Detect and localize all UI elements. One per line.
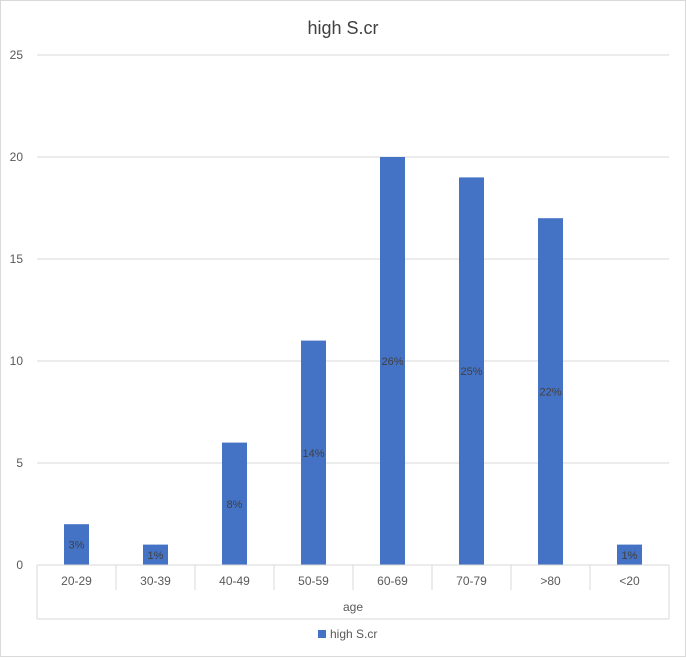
bar <box>380 157 405 565</box>
x-tick-label: <20 <box>619 574 640 588</box>
x-tick-label: 50-59 <box>298 574 329 588</box>
legend-label: high S.cr <box>330 627 377 641</box>
x-tick-label: >80 <box>540 574 561 588</box>
y-tick-label: 5 <box>16 456 23 470</box>
x-tick-label: 30-39 <box>140 574 171 588</box>
x-axis: 20-29 30-39 40-49 50-59 60-69 70-79 >80 <20 <box>36 564 670 620</box>
data-label: 8% <box>227 499 243 511</box>
bar <box>64 524 89 565</box>
bar <box>617 544 642 565</box>
bar <box>222 442 247 565</box>
y-tick-label: 20 <box>10 150 24 164</box>
bar <box>301 340 326 565</box>
x-tick-label: 60-69 <box>377 574 408 588</box>
bars <box>64 157 642 565</box>
x-tick-label: 70-79 <box>456 574 487 588</box>
data-label: 1% <box>622 550 638 562</box>
data-label: 1% <box>148 550 164 562</box>
chart-title: high S.cr <box>307 18 378 38</box>
data-label: 22% <box>539 387 561 399</box>
x-axis-title: age <box>343 600 363 614</box>
y-tick-label: 10 <box>10 354 24 368</box>
bar <box>143 544 168 565</box>
bar <box>459 177 484 565</box>
y-axis-ticks: 0 5 10 15 20 25 <box>10 48 24 572</box>
data-label: 25% <box>460 366 482 378</box>
gridlines <box>37 54 669 464</box>
data-labels: 3% 1% 8% 14% 26% 25% 22% 1% <box>69 356 638 562</box>
data-label: 3% <box>69 540 85 552</box>
x-tick-label: 20-29 <box>61 574 92 588</box>
y-tick-label: 15 <box>10 252 24 266</box>
y-tick-label: 0 <box>16 558 23 572</box>
legend-swatch <box>318 630 326 638</box>
y-tick-label: 25 <box>10 48 24 62</box>
x-tick-label: 40-49 <box>219 574 250 588</box>
data-label: 14% <box>302 448 324 460</box>
legend: high S.cr <box>318 627 377 641</box>
bar <box>538 218 563 565</box>
data-label: 26% <box>381 356 403 368</box>
